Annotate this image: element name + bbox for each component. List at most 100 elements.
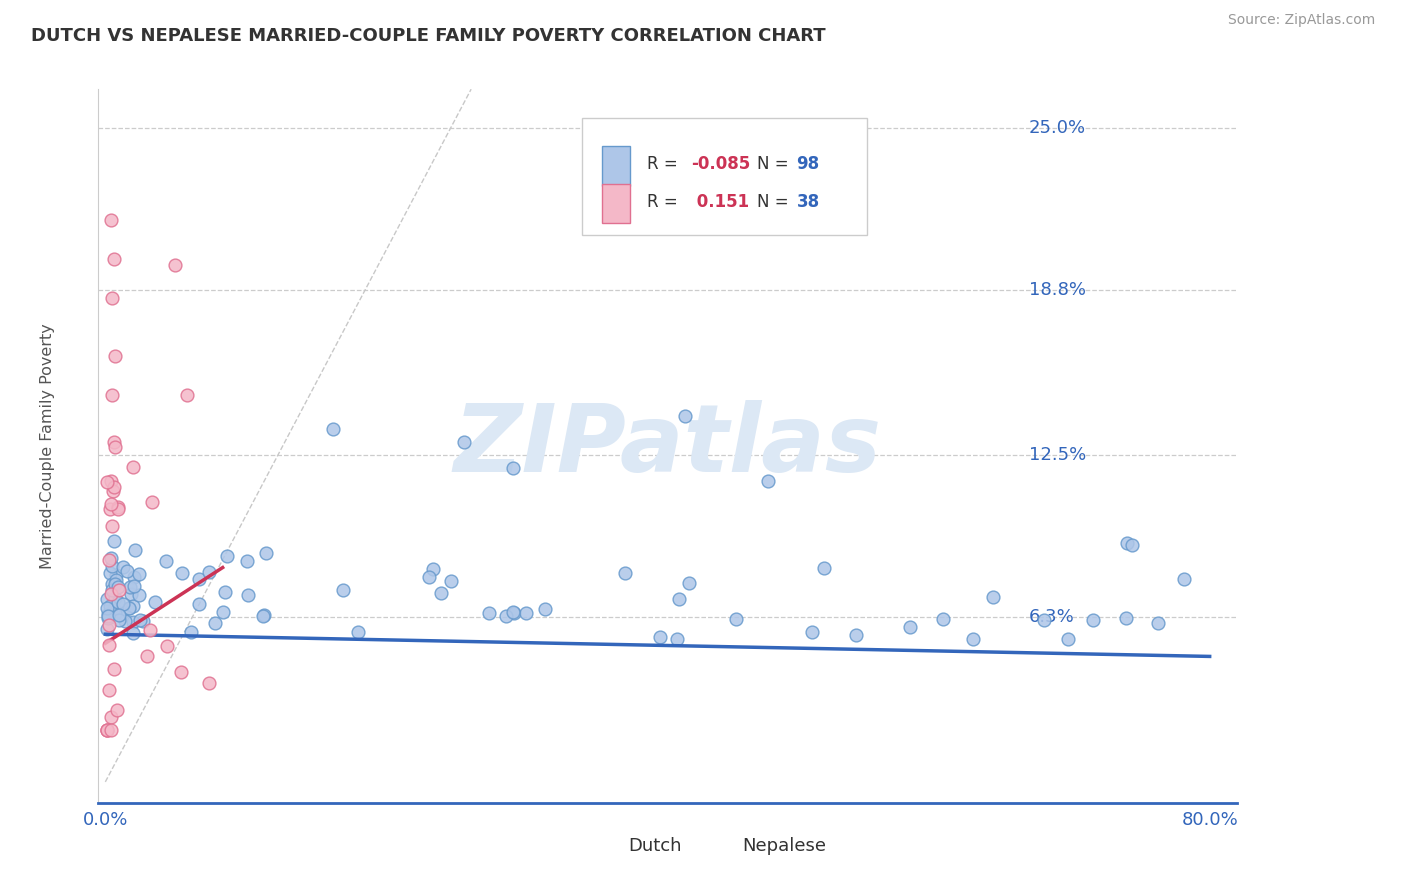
Point (252, 609, 274, 624)
Point (932, 612, 955, 626)
Point (141, 495, 163, 509)
Text: Nepalese: Nepalese (742, 837, 825, 855)
Point (1173, 573, 1195, 587)
Text: R =: R = (647, 193, 683, 211)
Point (111, 559, 134, 574)
Point (118, 601, 141, 615)
Point (725, 611, 748, 625)
Point (98, 566, 121, 581)
Point (502, 461, 524, 475)
Point (122, 579, 145, 593)
Point (103, 601, 125, 615)
Point (236, 588, 259, 602)
Point (128, 613, 150, 627)
Point (107, 501, 129, 516)
Point (666, 632, 689, 646)
Point (236, 554, 259, 568)
Point (103, 533, 125, 548)
Point (668, 591, 690, 606)
Point (156, 639, 179, 653)
Point (101, 518, 124, 533)
Point (104, 568, 127, 582)
Point (614, 566, 637, 581)
Point (100, 709, 122, 723)
Point (322, 422, 344, 436)
Point (515, 606, 537, 620)
Point (103, 252, 125, 266)
Point (1116, 536, 1139, 550)
Text: 6.3%: 6.3% (1029, 608, 1074, 626)
Point (103, 662, 125, 676)
Point (111, 606, 134, 620)
Point (128, 589, 150, 603)
Point (204, 616, 226, 631)
Point (100, 213, 122, 227)
Point (120, 587, 142, 601)
Point (104, 576, 127, 591)
Text: 12.5%: 12.5% (1029, 446, 1085, 464)
Point (98, 683, 121, 698)
Point (100, 551, 122, 566)
Point (124, 542, 146, 557)
Point (132, 614, 155, 628)
Point (100, 559, 122, 574)
Text: Married-Couple Family Poverty: Married-Couple Family Poverty (39, 323, 55, 569)
Point (114, 614, 136, 628)
Point (98, 618, 121, 632)
Point (103, 483, 125, 498)
Point (112, 597, 135, 611)
Point (104, 591, 127, 605)
Point (105, 703, 128, 717)
Point (139, 623, 162, 637)
Point (101, 582, 124, 597)
Point (103, 480, 125, 494)
Point (97, 611, 120, 625)
Point (101, 388, 124, 402)
Text: N =: N = (756, 155, 793, 173)
Text: R =: R = (647, 155, 683, 173)
Point (418, 570, 440, 584)
Point (96, 723, 118, 737)
Point (135, 649, 157, 664)
Point (98, 552, 121, 566)
Point (96, 723, 118, 737)
Point (103, 606, 125, 620)
Point (98, 610, 121, 624)
Point (962, 632, 984, 646)
Point (121, 615, 143, 630)
Point (198, 675, 221, 690)
Text: 18.8%: 18.8% (1029, 282, 1085, 300)
Point (253, 608, 276, 623)
Point (1115, 611, 1137, 625)
Point (430, 586, 453, 600)
Point (122, 626, 145, 640)
Point (813, 561, 835, 575)
FancyBboxPatch shape (582, 118, 868, 235)
Bar (602, 184, 630, 223)
Point (155, 553, 177, 567)
Point (176, 388, 198, 402)
Point (346, 624, 368, 639)
Point (143, 595, 166, 609)
Point (180, 625, 202, 640)
Point (107, 580, 129, 594)
Point (215, 549, 238, 564)
Point (502, 605, 524, 619)
Text: Dutch: Dutch (628, 837, 682, 855)
Point (96, 600, 118, 615)
Point (187, 572, 209, 586)
Point (170, 665, 193, 679)
Point (96, 475, 118, 490)
Point (478, 606, 501, 620)
Text: 25.0%: 25.0% (1029, 120, 1085, 137)
Point (97, 607, 120, 621)
Point (122, 460, 145, 475)
Point (163, 258, 186, 272)
Point (108, 608, 131, 623)
Point (97, 609, 120, 624)
Text: 38: 38 (797, 193, 820, 211)
Point (103, 435, 125, 450)
Bar (602, 146, 630, 186)
Point (845, 628, 868, 642)
Point (673, 409, 696, 423)
